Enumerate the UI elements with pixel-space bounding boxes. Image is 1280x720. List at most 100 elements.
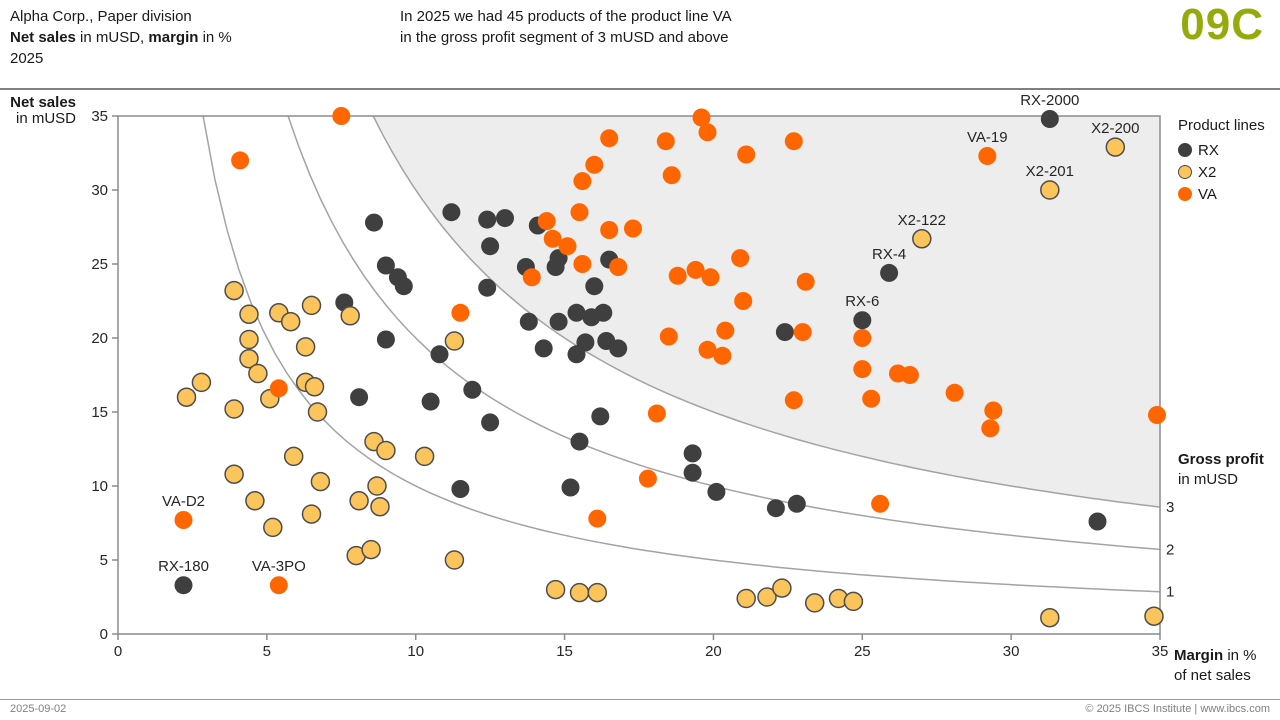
x-axis-title-line2: of net sales — [1174, 667, 1251, 684]
data-point — [668, 266, 687, 285]
data-point — [1144, 606, 1164, 626]
data-point — [609, 339, 628, 358]
data-point — [573, 255, 592, 273]
y-tick-label: 20 — [91, 330, 108, 347]
data-point — [301, 295, 322, 316]
data-point-va-d2 — [174, 511, 193, 529]
data-point — [463, 380, 482, 399]
data-point-x2-200 — [1105, 137, 1126, 157]
data-point — [444, 331, 465, 351]
measure-unit2: in % — [198, 29, 232, 46]
y-axis-title-main: Net sales — [10, 94, 76, 111]
data-point — [900, 366, 919, 384]
data-point — [716, 321, 735, 340]
point-label-x2-122: X2-122 — [898, 212, 946, 229]
data-point — [269, 379, 288, 398]
legend-item-rx: RX — [1178, 139, 1265, 161]
legend-title: Product lines — [1178, 117, 1265, 134]
data-point-va-3po — [269, 576, 288, 595]
data-point — [686, 260, 705, 279]
point-label-va-3po: VA-3PO — [252, 558, 306, 575]
data-point — [647, 404, 666, 423]
data-point — [451, 480, 470, 498]
data-point — [543, 229, 562, 248]
data-point — [713, 346, 732, 365]
data-point — [239, 329, 259, 350]
va-swatch-icon — [1178, 187, 1192, 201]
data-point — [481, 237, 500, 256]
data-point — [573, 172, 592, 191]
data-point — [224, 399, 244, 419]
data-point-rx-4 — [880, 263, 899, 282]
data-point — [862, 389, 881, 408]
data-point — [843, 591, 864, 612]
data-point — [796, 272, 815, 291]
data-point — [734, 292, 753, 310]
data-point — [310, 471, 331, 492]
data-point — [239, 304, 259, 325]
series-x2 — [176, 280, 1164, 628]
data-point — [737, 145, 756, 164]
x-tick-label: 20 — [705, 643, 722, 660]
data-point — [332, 107, 351, 125]
gross-profit-curve-3 — [372, 115, 1161, 508]
data-point — [570, 432, 589, 451]
message-line-2: in the gross profit segment of 3 mUSD an… — [400, 29, 729, 46]
legend-item-va: VA — [1178, 183, 1265, 205]
data-point — [365, 213, 383, 232]
data-point — [757, 587, 777, 607]
data-point — [537, 212, 556, 231]
data-point — [775, 323, 794, 342]
data-point — [594, 303, 613, 322]
data-point — [698, 340, 717, 359]
data-point — [231, 151, 250, 170]
x-tick-label: 5 — [263, 643, 271, 660]
y-tick-label: 30 — [91, 182, 108, 199]
data-point — [1040, 607, 1060, 628]
data-point — [442, 203, 461, 222]
data-point — [191, 372, 212, 393]
chart-title-block: Alpha Corp., Paper division Net sales in… — [10, 6, 232, 69]
data-point — [772, 578, 792, 598]
data-point — [451, 303, 470, 322]
data-point — [519, 312, 538, 331]
data-point — [280, 311, 301, 332]
data-point — [585, 277, 604, 296]
data-point — [248, 363, 268, 384]
data-point — [376, 256, 395, 275]
point-label-x2-201: X2-201 — [1026, 163, 1074, 180]
data-point — [561, 478, 580, 497]
message-line-1: In 2025 we had 45 products of the produc… — [400, 8, 732, 25]
x-tick-label: 35 — [1152, 643, 1169, 660]
data-point — [301, 504, 322, 524]
data-point — [522, 268, 541, 287]
data-point — [945, 383, 964, 402]
data-point — [600, 221, 619, 239]
legend-label-rx: RX — [1198, 141, 1219, 159]
data-point — [558, 237, 577, 256]
gross-profit-label: Gross profit in mUSD — [1178, 450, 1264, 490]
data-point — [591, 407, 610, 426]
point-label-va-d2: VA-D2 — [162, 493, 205, 510]
gross-profit-curve-1 — [202, 115, 1161, 593]
curve-label-3: 3 — [1166, 499, 1174, 516]
series-rx — [335, 203, 1107, 531]
series-va — [231, 107, 1166, 528]
data-point — [804, 593, 825, 613]
data-point — [609, 258, 628, 276]
measure-margin: margin — [148, 29, 199, 46]
data-point — [853, 360, 872, 379]
header-divider — [0, 88, 1280, 90]
data-point — [585, 155, 604, 174]
data-point — [283, 446, 304, 467]
point-label-rx-2000: RX-2000 — [1020, 92, 1079, 109]
data-point — [570, 203, 589, 222]
data-point — [787, 494, 806, 513]
data-point — [304, 377, 325, 397]
legend-label-x2: X2 — [1198, 163, 1217, 181]
data-point — [981, 419, 1000, 438]
data-point — [624, 219, 642, 238]
data-point — [546, 258, 565, 276]
